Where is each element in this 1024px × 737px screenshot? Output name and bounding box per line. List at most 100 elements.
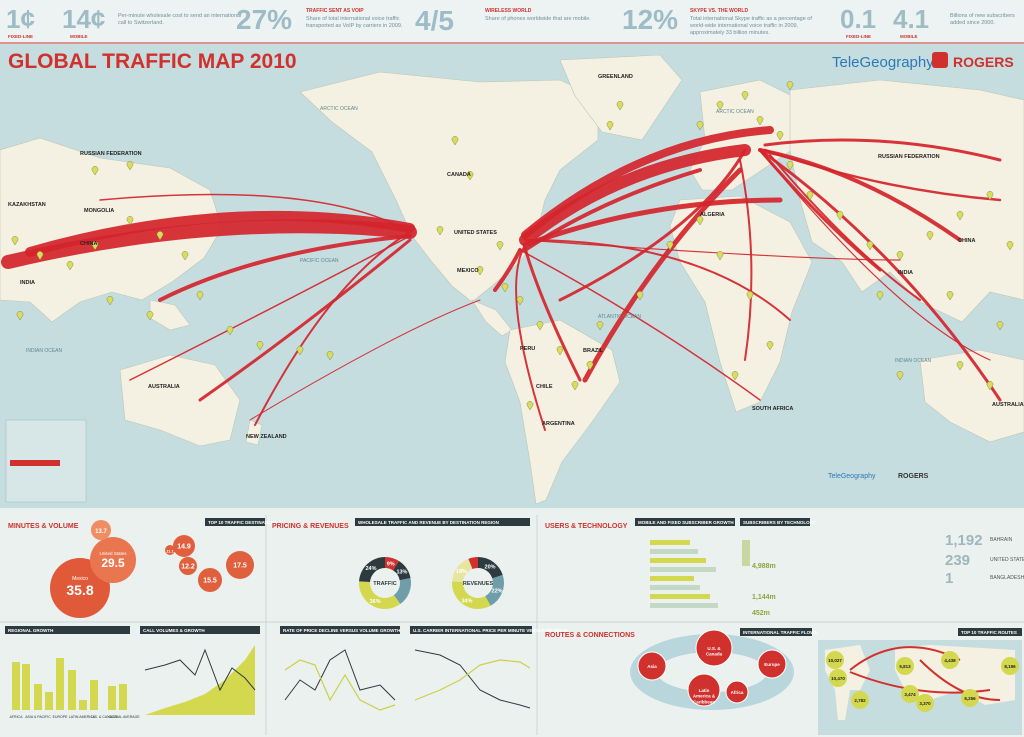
- region-label: EUROPE: [53, 715, 68, 719]
- text-line: Total international Skype traffic as a p…: [690, 16, 812, 22]
- flow-arc: [523, 246, 582, 382]
- australia-west: [119, 354, 241, 447]
- bubble-label: United States: [99, 551, 127, 556]
- city-pin: [156, 231, 164, 241]
- text-line: Asia: [647, 664, 657, 669]
- logo-rogers: ROGERS: [953, 54, 1014, 70]
- donut-share: 20%: [485, 564, 496, 570]
- text-line: Per-minute wholesale cost to send an int…: [118, 13, 241, 19]
- route-badge: [896, 657, 914, 675]
- donut-share: 18%: [456, 569, 467, 575]
- donut-segment: [452, 581, 491, 609]
- city-pin: [616, 101, 624, 111]
- chart-heading: TOP 10 TRAFFIC ROUTES: [961, 630, 1017, 635]
- city-pin: [16, 311, 24, 321]
- stat-text: Share of total international voice traff…: [306, 16, 403, 29]
- stat-text: Total international Skype traffic as a p…: [689, 16, 812, 36]
- country-label: INDIA: [20, 280, 35, 286]
- city-pin: [636, 291, 644, 301]
- africa: [669, 195, 813, 413]
- route-badge: [901, 685, 919, 703]
- flow-arc: [763, 148, 1002, 202]
- city-pin: [876, 291, 884, 301]
- city-pin: [126, 161, 134, 171]
- growth-bar: [45, 692, 53, 710]
- section-heading: PRICING & REVENUES: [272, 523, 349, 530]
- country-label: RUSSIAN FEDERATION: [80, 151, 142, 157]
- country-label: NEW ZEALAND: [246, 434, 287, 440]
- city-pin: [11, 236, 19, 246]
- stat-label: FIXED-LINE: [8, 34, 33, 39]
- chart-header-bar: [635, 518, 735, 526]
- country-label: MEXICO: [457, 268, 479, 274]
- stat-figure: 1¢: [6, 4, 35, 34]
- country-label: AUSTRALIA: [992, 402, 1024, 408]
- country-label: CANADA: [447, 172, 471, 178]
- city-pin: [106, 296, 114, 306]
- route-value: 6,256: [964, 696, 976, 701]
- flow-arc: [582, 167, 743, 383]
- text-line: Share of total international voice traff…: [306, 16, 400, 22]
- flow-arc: [769, 154, 921, 301]
- section-heading: ROUTES & CONNECTIONS: [545, 632, 635, 639]
- header-band: [0, 0, 1024, 44]
- chart-heading: SUBSCRIBERS BY TECHNOLOGY: [743, 520, 816, 525]
- section-heading: USERS & TECHNOLOGY: [545, 523, 628, 530]
- destination-bubble: [198, 568, 222, 592]
- city-pin: [476, 266, 484, 276]
- route-badge: [961, 689, 979, 707]
- city-pin: [596, 321, 604, 331]
- title: GLOBAL TRAFFIC MAP 2010: [8, 50, 297, 73]
- ranking-country: BANGLADESH: [990, 575, 1024, 581]
- stat-label: MOBILE: [70, 34, 88, 39]
- subscriber-bar: [650, 576, 694, 581]
- city-pin: [256, 341, 264, 351]
- donut-share: 9%: [387, 561, 395, 567]
- city-pin: [746, 291, 754, 301]
- ranking-value: 1: [945, 570, 953, 587]
- stat-label: MOBILE: [900, 34, 918, 39]
- routes-map-land: [825, 645, 1015, 720]
- flow-arc: [254, 231, 411, 426]
- city-pin: [786, 81, 794, 91]
- stat-heading: SKYPE VS. THE WORLD: [690, 8, 748, 14]
- section-heading: MINUTES & VOLUME: [8, 523, 79, 530]
- chart-header-bar: [740, 628, 812, 636]
- region-label: Europe: [764, 662, 780, 667]
- city-pin: [776, 131, 784, 141]
- chart-header-bar: [958, 628, 1022, 636]
- city-pin: [326, 351, 334, 361]
- city-pin: [91, 241, 99, 251]
- country-label: MONGOLIA: [84, 208, 114, 214]
- city-pin: [946, 291, 954, 301]
- ocean-label: INDIAN OCEAN: [26, 348, 63, 354]
- destination-value: 12.2: [181, 564, 195, 571]
- city-pins: [11, 81, 1014, 411]
- country-label: SOUTH AFRICA: [752, 406, 793, 412]
- chart-heading: TOP 10 TRAFFIC DESTINATIONS: [208, 520, 278, 525]
- flow-arc: [524, 239, 901, 261]
- stat-label: FIXED-LINE: [846, 34, 871, 39]
- country-label: ARGENTINA: [542, 421, 575, 427]
- donut-segment: [478, 557, 503, 579]
- flow-arc: [99, 193, 411, 233]
- destination-bubble: [226, 551, 254, 579]
- stat-figure: 14¢: [62, 4, 105, 34]
- flow-arc: [759, 149, 991, 361]
- route-value: 10,470: [831, 676, 845, 681]
- flow-arc: [493, 248, 522, 292]
- city-pin: [126, 216, 134, 226]
- chart-heading: RATE OF PRICE DECLINE VERSUS VOLUME GROW…: [283, 628, 400, 633]
- text-line: America &: [693, 694, 716, 699]
- city-pin: [526, 401, 534, 411]
- stat-figure: 4.1: [893, 4, 929, 34]
- donut-segment: [385, 557, 399, 571]
- route-badge: [851, 691, 869, 709]
- city-pin: [866, 241, 874, 251]
- city-pin: [436, 226, 444, 236]
- text-line: Billions of new subscribers: [950, 13, 1015, 19]
- country-label: INDIA: [898, 270, 913, 276]
- stat-text: Share of phones worldwide that are mobil…: [485, 16, 591, 22]
- donut-share: 13%: [396, 569, 407, 575]
- text-line: Africa: [731, 690, 744, 695]
